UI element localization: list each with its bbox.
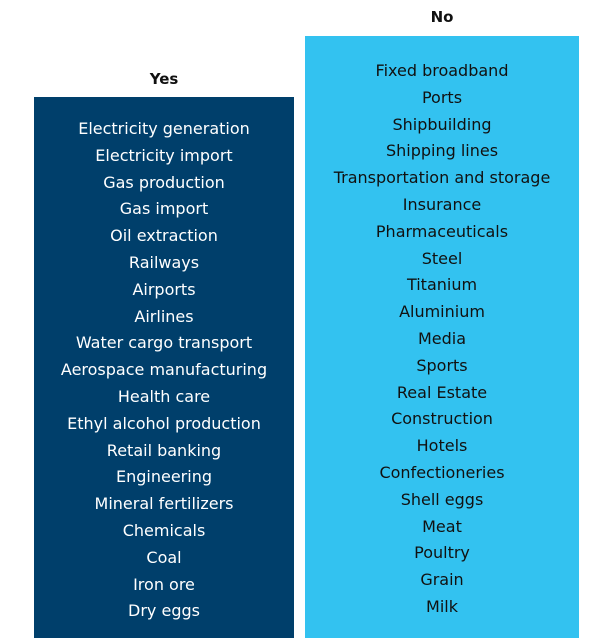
list-item: Media: [417, 328, 467, 348]
list-item: Pharmaceuticals: [375, 221, 509, 241]
list-item: Grain: [420, 570, 464, 590]
list-item: Meat: [422, 516, 462, 536]
list-item: Airlines: [134, 306, 194, 326]
list-item: Milk: [426, 596, 458, 616]
list-item: Water cargo transport: [75, 333, 253, 353]
list-item: Oil extraction: [110, 226, 218, 246]
list-item: Dry eggs: [128, 601, 200, 621]
list-item: Titanium: [406, 275, 478, 295]
yes-column: Electricity generation Electricity import…: [34, 97, 294, 638]
list-item: Railways: [128, 252, 200, 272]
list-item: Gas import: [119, 199, 209, 219]
list-item: Coal: [146, 547, 182, 567]
list-item: Sports: [416, 355, 468, 375]
list-item: Airports: [132, 279, 196, 299]
column-header: Yes: [149, 70, 179, 88]
list-item: Shell eggs: [400, 489, 484, 509]
column-header: No: [430, 8, 454, 26]
list-item: Hotels: [416, 436, 468, 456]
list-item: Electricity generation: [78, 119, 250, 138]
list-item: Shipbuilding: [392, 114, 492, 134]
list-item: Retail banking: [106, 440, 222, 460]
list-item: Engineering: [116, 467, 212, 487]
list-item: Confectioneries: [379, 462, 505, 482]
list-item: Gas production: [103, 172, 225, 192]
list-item: Aluminium: [399, 302, 485, 322]
list-item: Electricity import: [95, 145, 233, 165]
list-item: Insurance: [402, 194, 482, 214]
list-item: Transportation and storage: [333, 168, 551, 188]
list-item: Construction: [391, 409, 493, 429]
list-item: Shipping lines: [385, 141, 499, 161]
list-item: Ethyl alcohol production: [67, 413, 261, 433]
list-item: Health care: [117, 386, 211, 406]
list-item: Real Estate: [396, 382, 488, 402]
list-item: Chemicals: [122, 520, 206, 540]
list-item: Poultry: [414, 543, 470, 563]
list-item: Steel: [421, 248, 463, 268]
list-item: Iron ore: [133, 574, 195, 594]
list-item: Aerospace manufacturing: [60, 360, 268, 380]
list-item: Fixed broadband: [375, 61, 509, 80]
list-item: Mineral fertilizers: [94, 494, 234, 514]
list-item: Ports: [421, 87, 463, 107]
no-column: Fixed broadband Ports Shipbuilding Shipping…: [305, 36, 579, 638]
